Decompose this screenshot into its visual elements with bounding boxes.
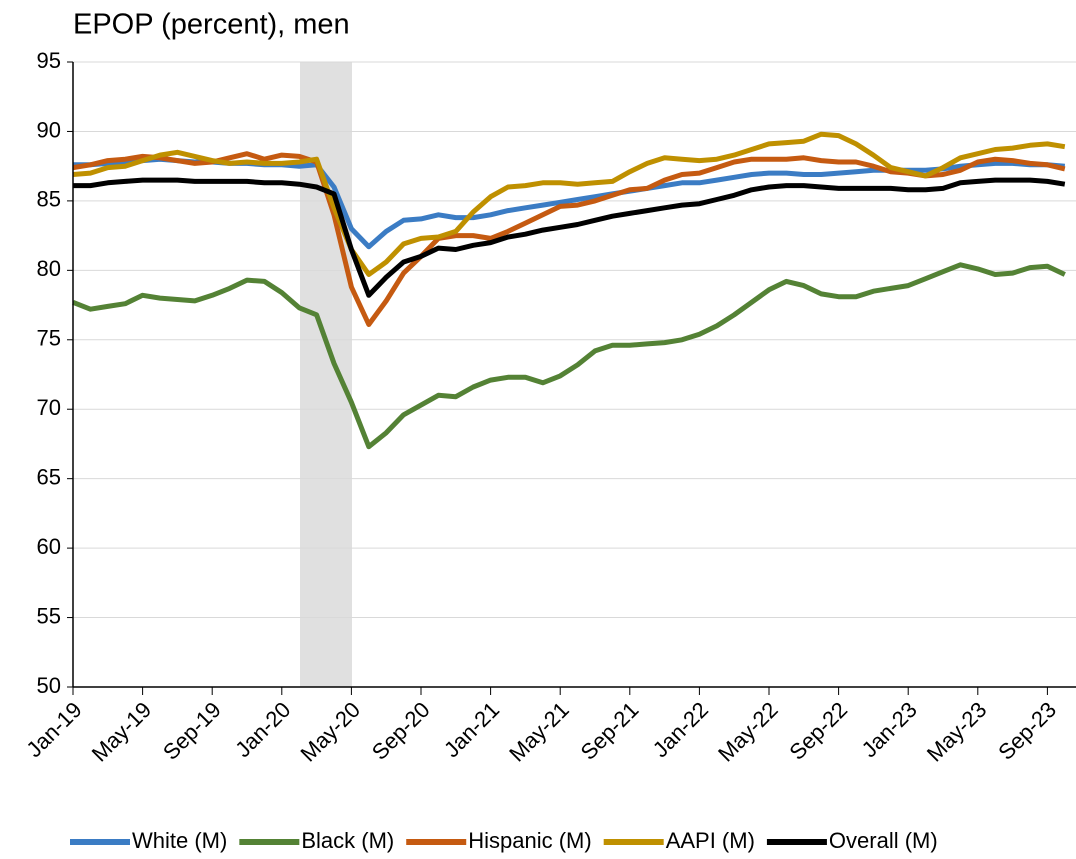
legend-label: Overall (M) — [829, 828, 938, 853]
x-tick-label: Jan-21 — [439, 697, 504, 762]
x-tick-label: Jan-20 — [230, 697, 295, 762]
series-line — [73, 177, 1066, 298]
y-tick-label: 90 — [37, 117, 61, 142]
series-line — [72, 262, 1066, 450]
x-tick-label: Sep-21 — [576, 697, 644, 765]
x-tick-label: Sep-20 — [367, 697, 435, 765]
legend-label: Hispanic (M) — [468, 828, 591, 853]
x-tick-label: May-19 — [87, 697, 157, 767]
series-line — [72, 131, 1066, 277]
legend: White (M) Black (M) Hispanic (M) AAPI (M) Ov… — [70, 828, 938, 853]
y-tick-label: 95 — [37, 48, 61, 73]
recession-shade — [300, 62, 352, 687]
x-tick-label: Jan-19 — [21, 697, 86, 762]
grid — [73, 61, 1076, 688]
y-tick-label: 55 — [37, 603, 61, 628]
legend-label: Black (M) — [301, 828, 394, 853]
y-tick-label: 75 — [37, 326, 61, 351]
x-tick-label: May-22 — [713, 697, 783, 767]
x-tick-label: May-23 — [922, 697, 992, 767]
y-tick-label: 60 — [37, 534, 61, 559]
lines — [72, 131, 1066, 450]
x-tick-label: Sep-23 — [993, 697, 1061, 765]
series-line — [72, 151, 1066, 327]
chart-title: EPOP (percent), men — [73, 9, 350, 41]
y-tick-label: 80 — [37, 256, 61, 281]
x-tick-label: Jan-22 — [648, 697, 713, 762]
x-tick-label: May-20 — [295, 697, 365, 767]
legend-label: White (M) — [132, 828, 227, 853]
x-tick-label: Sep-22 — [784, 697, 852, 765]
legend-label: AAPI (M) — [666, 828, 755, 853]
y-tick-label: 50 — [37, 673, 61, 698]
x-tick-label: Sep-19 — [158, 697, 226, 765]
y-tick-label: 70 — [37, 395, 61, 420]
y-tick-label: 85 — [37, 187, 61, 212]
x-tick-label: Jan-23 — [857, 697, 922, 762]
x-tick-label: May-21 — [504, 697, 574, 767]
y-tick-label: 65 — [37, 464, 61, 489]
